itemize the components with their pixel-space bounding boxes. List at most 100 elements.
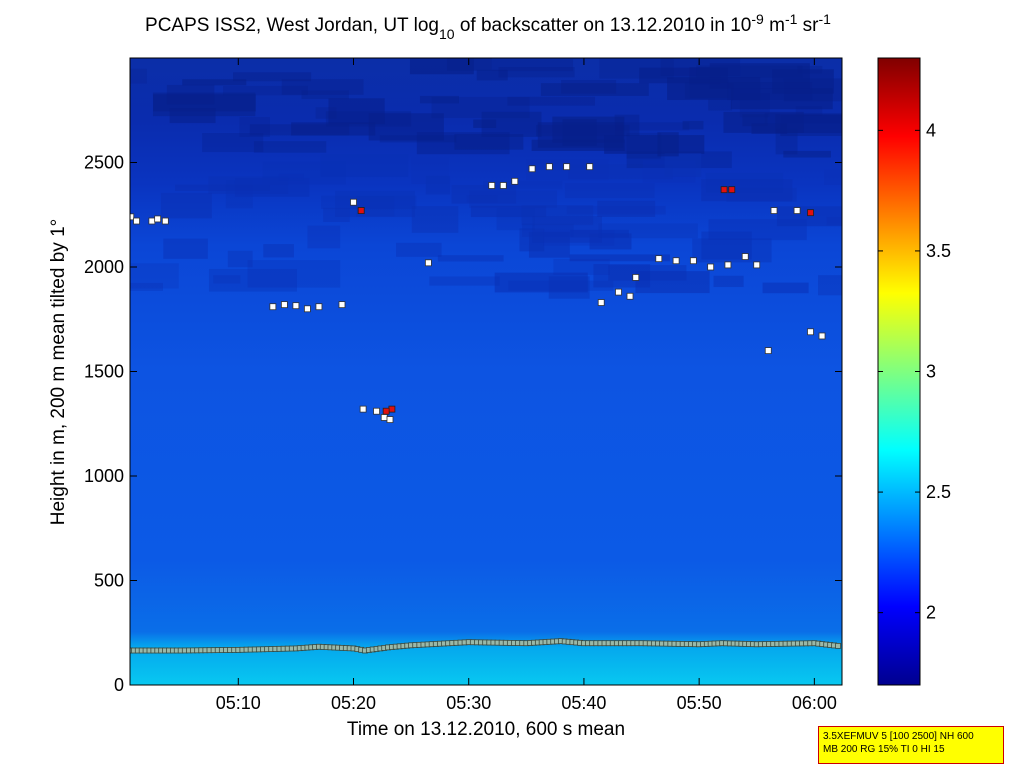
colorbar: 2 2.5 3 3.5 4 xyxy=(877,57,951,686)
texture-patch xyxy=(562,119,597,146)
x-tick-label: 05:40 xyxy=(561,693,606,713)
marker-layer xyxy=(130,163,841,654)
info-line-1: 3.5XEFMUV 5 [100 2500] NH 600 xyxy=(823,731,974,742)
white-marker xyxy=(689,257,697,265)
white-marker xyxy=(148,217,156,225)
texture-patch xyxy=(824,169,842,185)
texture-patch xyxy=(481,111,542,137)
texture-patch xyxy=(657,132,679,157)
texture-patch xyxy=(278,173,304,181)
white-marker xyxy=(373,407,380,415)
texture-patch xyxy=(507,96,596,106)
texture-patch xyxy=(818,275,842,296)
texture-patch xyxy=(469,190,558,208)
texture-patch xyxy=(247,260,341,288)
y-tick-label: 0 xyxy=(114,675,124,695)
white-marker xyxy=(304,305,311,313)
texture-patch xyxy=(589,233,632,250)
white-marker xyxy=(380,414,388,421)
texture-patch xyxy=(379,135,457,143)
white-marker xyxy=(724,261,732,269)
white-marker xyxy=(655,255,663,263)
texture-patch xyxy=(776,206,842,227)
white-marker xyxy=(386,416,394,423)
texture-patch xyxy=(682,120,704,130)
texture-patch xyxy=(762,282,809,294)
white-marker xyxy=(807,328,814,336)
texture-patch xyxy=(713,275,744,288)
texture-patch xyxy=(396,242,442,257)
texture-patch xyxy=(223,85,308,96)
texture-patch xyxy=(772,69,834,94)
white-marker xyxy=(626,292,634,300)
white-marker xyxy=(545,163,553,171)
white-marker xyxy=(338,301,346,309)
chart-title: PCAPS ISS2, West Jordan, UT log10 of bac… xyxy=(145,11,831,42)
x-tick-label: 05:50 xyxy=(677,693,722,713)
texture-patch xyxy=(476,69,508,81)
texture-patch xyxy=(496,208,535,231)
texture-patch xyxy=(473,119,497,128)
plot-area xyxy=(129,57,843,686)
texture-patch xyxy=(482,180,563,190)
red-marker xyxy=(807,209,814,217)
texture-patch xyxy=(429,276,500,286)
white-marker xyxy=(292,302,300,310)
texture-patch xyxy=(608,265,687,281)
white-marker xyxy=(528,165,536,173)
texture-patch xyxy=(431,96,530,119)
texture-patch xyxy=(568,164,673,180)
texture-patch xyxy=(163,238,208,259)
colorbar-tick-label: 3.5 xyxy=(926,241,951,261)
texture-patch xyxy=(307,225,341,249)
x-tick-label: 05:20 xyxy=(331,693,376,713)
texture-patch xyxy=(708,219,807,241)
white-marker xyxy=(597,299,605,306)
texture-patch xyxy=(160,192,212,219)
white-marker xyxy=(563,163,571,171)
white-marker xyxy=(741,253,749,260)
texture-patch xyxy=(208,268,297,292)
white-marker xyxy=(269,303,277,311)
texture-patch xyxy=(130,282,163,291)
white-marker xyxy=(764,347,772,355)
texture-patch xyxy=(597,200,656,217)
texture-patch xyxy=(202,132,264,153)
texture-patch xyxy=(626,132,662,159)
texture-patch xyxy=(281,79,364,95)
texture-patch xyxy=(153,94,256,112)
texture-patch xyxy=(301,90,349,100)
white-marker xyxy=(280,301,288,309)
texture-patch xyxy=(291,122,376,136)
texture-patch xyxy=(234,177,310,197)
white-marker xyxy=(359,405,367,413)
texture-patch xyxy=(569,254,670,262)
texture-patch xyxy=(708,99,733,111)
x-tick-label: 05:10 xyxy=(216,693,261,713)
white-marker xyxy=(350,198,357,206)
white-marker xyxy=(753,261,761,269)
texture-patch xyxy=(425,175,451,195)
y-axis-label: Height in m, 200 m mean tilted by 1° xyxy=(48,219,69,525)
texture-patch xyxy=(169,108,216,124)
texture-patch xyxy=(528,231,570,258)
white-marker xyxy=(818,332,826,340)
y-tick-label: 500 xyxy=(94,571,124,591)
texture-patch xyxy=(564,183,655,199)
x-axis-label: Time on 13.12.2010, 600 s mean xyxy=(347,719,625,740)
white-marker xyxy=(488,182,496,189)
texture-patch xyxy=(635,271,710,294)
texture-patch xyxy=(593,264,651,288)
texture-patch xyxy=(411,206,459,233)
y-tick-label: 1500 xyxy=(84,362,124,382)
title-text: PCAPS ISS2, West Jordan, UT log10 of bac… xyxy=(145,11,831,42)
x-tick-label: 05:30 xyxy=(446,693,491,713)
texture-patch xyxy=(615,122,690,131)
y-tick-label: 2000 xyxy=(84,257,124,277)
texture-patch xyxy=(166,84,215,105)
texture-patch xyxy=(723,111,804,133)
texture-patch xyxy=(451,185,517,204)
texture-patch xyxy=(239,117,270,137)
texture-patch xyxy=(775,128,798,155)
